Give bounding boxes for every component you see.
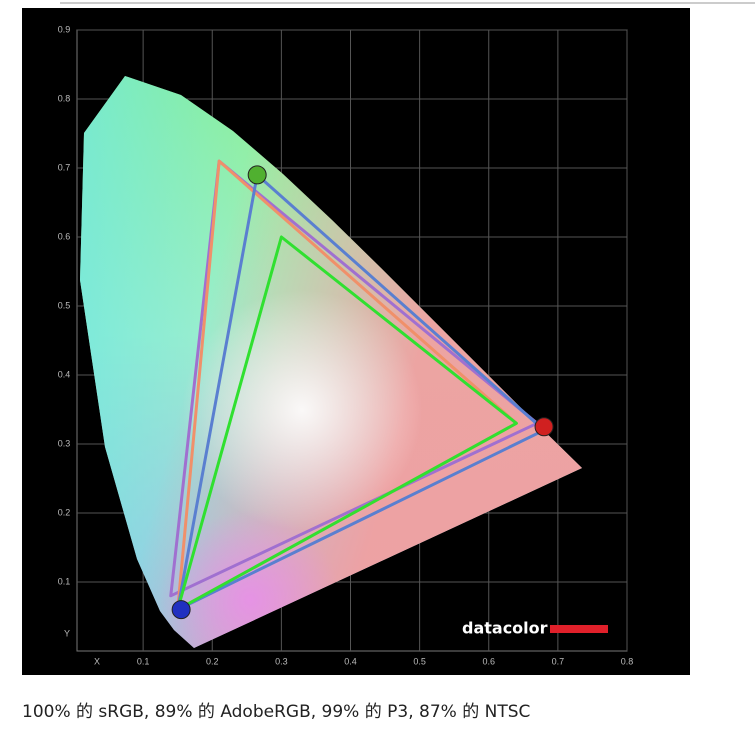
x-tick-label: 0.3 [275,656,288,666]
y-tick-label: 0.6 [58,231,71,241]
watermark: datacolor [462,619,548,638]
x-tick-label: 0.5 [413,656,426,666]
gamut-triangle [176,173,546,612]
watermark-bar [550,625,608,633]
x-tick-label: 0.6 [482,656,495,666]
x-tick-label: 0.8 [621,656,634,666]
gamut-triangle [176,235,518,612]
x-tick-label: 0.4 [344,656,357,666]
y-tick-label: 0.3 [58,438,71,448]
y-tick-label: 0.7 [58,162,71,172]
measured-primary [247,165,267,185]
x-tick-label: 0.1 [137,656,150,666]
y-tick-label: 0.2 [58,507,71,517]
measured-primary [534,417,554,437]
x-tick-label: 0.2 [206,656,219,666]
y-tick-label: 0.5 [58,300,71,310]
y-axis-label: Y [64,628,70,638]
x-axis-label: X [94,656,100,666]
x-tick-label: 0.7 [552,656,565,666]
caption: 100% 的 sRGB, 89% 的 AdobeRGB, 99% 的 P3, 8… [22,702,531,722]
gamut-triangle [169,159,539,598]
y-tick-label: 0.4 [58,369,71,379]
y-tick-label: 0.9 [58,24,71,34]
measured-primary [171,600,191,620]
y-tick-label: 0.1 [58,576,71,586]
gamut-triangles [169,159,554,620]
chart: datacolor 0.1 0.2 0.3 0.4 0.5 0.6 0.7 0.8 0.1 0.2… [22,2,755,675]
y-tick-label: 0.8 [58,93,71,103]
